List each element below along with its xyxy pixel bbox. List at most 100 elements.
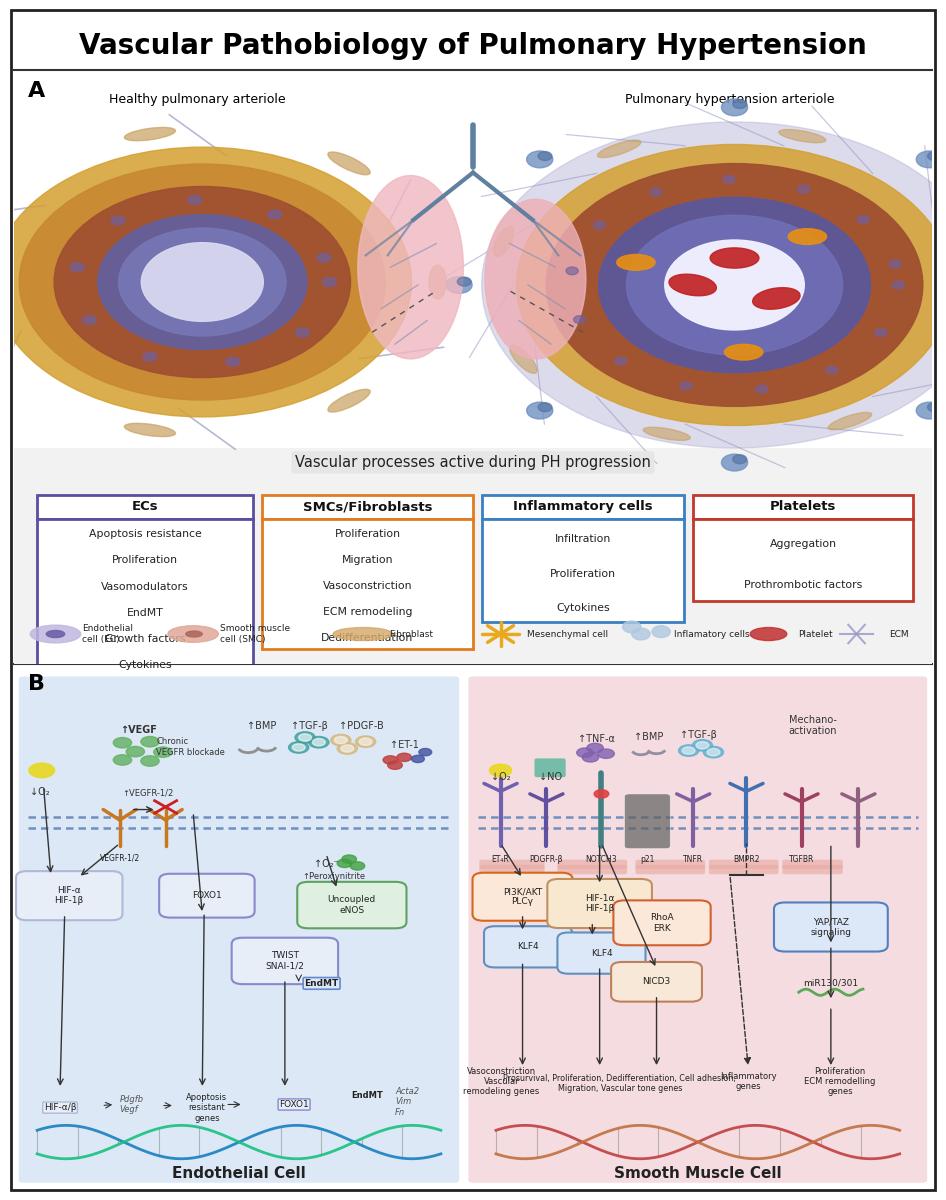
Text: Proliferation: Proliferation — [551, 569, 616, 578]
FancyBboxPatch shape — [693, 494, 914, 518]
Circle shape — [696, 742, 709, 749]
Circle shape — [482, 122, 946, 448]
Circle shape — [446, 276, 472, 294]
Circle shape — [268, 210, 282, 220]
Circle shape — [928, 151, 941, 161]
Text: Pdgfb
Vegf: Pdgfb Vegf — [120, 1094, 144, 1114]
Circle shape — [126, 746, 145, 757]
FancyBboxPatch shape — [480, 859, 545, 869]
Circle shape — [875, 329, 887, 336]
Circle shape — [0, 148, 412, 416]
Circle shape — [114, 755, 131, 766]
Circle shape — [335, 737, 347, 744]
Ellipse shape — [167, 625, 219, 642]
FancyBboxPatch shape — [636, 859, 705, 869]
FancyBboxPatch shape — [611, 962, 702, 1002]
Circle shape — [632, 628, 650, 640]
Text: FOXO1: FOXO1 — [279, 1100, 309, 1109]
Circle shape — [692, 739, 712, 751]
Text: FOXO1: FOXO1 — [192, 892, 221, 900]
Ellipse shape — [779, 130, 826, 143]
Ellipse shape — [753, 288, 800, 310]
Circle shape — [682, 746, 695, 755]
FancyBboxPatch shape — [624, 794, 671, 848]
Ellipse shape — [0, 332, 4, 364]
Circle shape — [722, 454, 747, 472]
Circle shape — [626, 215, 843, 355]
Text: ↑TGF-β: ↑TGF-β — [680, 730, 717, 740]
Circle shape — [546, 163, 922, 407]
Circle shape — [622, 622, 641, 632]
Text: ↑O₂⁻: ↑O₂⁻ — [314, 859, 339, 869]
Circle shape — [457, 277, 471, 286]
Text: Mechano-
activation: Mechano- activation — [788, 715, 837, 737]
Text: Apoptosis resistance: Apoptosis resistance — [89, 529, 201, 539]
FancyBboxPatch shape — [613, 900, 710, 946]
Text: miR130/301: miR130/301 — [803, 979, 858, 988]
Text: ↑PDGF-B: ↑PDGF-B — [339, 721, 383, 731]
Text: ECs: ECs — [131, 500, 158, 514]
Ellipse shape — [725, 344, 762, 360]
Circle shape — [141, 756, 159, 767]
FancyBboxPatch shape — [262, 494, 473, 518]
Circle shape — [928, 403, 941, 412]
Text: Pulmonary hypertension arteriole: Pulmonary hypertension arteriole — [625, 92, 834, 106]
Circle shape — [337, 743, 358, 755]
Circle shape — [598, 749, 614, 758]
Circle shape — [19, 164, 385, 400]
Ellipse shape — [185, 631, 202, 637]
Circle shape — [517, 144, 946, 426]
Circle shape — [797, 185, 810, 193]
Text: Inflammatory cells: Inflammatory cells — [514, 500, 653, 514]
Text: KLF4: KLF4 — [517, 942, 539, 952]
Text: ↓O₂: ↓O₂ — [30, 787, 50, 797]
Text: Vasomodulators: Vasomodulators — [101, 582, 189, 592]
Circle shape — [582, 752, 599, 762]
Text: Endothelial
cell (EC): Endothelial cell (EC) — [82, 624, 133, 643]
Circle shape — [342, 854, 357, 863]
FancyBboxPatch shape — [14, 448, 932, 664]
Text: B: B — [28, 674, 45, 694]
Text: Prothrombotic factors: Prothrombotic factors — [745, 580, 863, 590]
Text: Prosurvival, Proliferation, Dedifferentiation, Cell adhesion,
Migration, Vascula: Prosurvival, Proliferation, Dedifferenti… — [503, 1074, 736, 1093]
FancyBboxPatch shape — [19, 677, 459, 1183]
Text: Smooth muscle
cell (SMC): Smooth muscle cell (SMC) — [219, 624, 289, 643]
Text: EndMT: EndMT — [305, 979, 339, 988]
Circle shape — [917, 402, 942, 419]
FancyBboxPatch shape — [37, 518, 253, 676]
Circle shape — [97, 215, 307, 349]
Circle shape — [308, 737, 329, 748]
FancyBboxPatch shape — [482, 494, 684, 518]
Text: Chronic
VEGFR blockade: Chronic VEGFR blockade — [156, 737, 225, 757]
Text: PI3K/AKT
PLCγ: PI3K/AKT PLCγ — [503, 887, 542, 906]
Circle shape — [917, 151, 942, 168]
FancyBboxPatch shape — [709, 859, 779, 869]
Circle shape — [680, 382, 692, 390]
Circle shape — [70, 263, 84, 271]
Circle shape — [396, 754, 412, 762]
Text: PDGFR-β: PDGFR-β — [530, 856, 563, 864]
Ellipse shape — [750, 628, 787, 641]
Text: TWIST
SNAI-1/2: TWIST SNAI-1/2 — [266, 952, 305, 971]
Circle shape — [826, 366, 838, 374]
Ellipse shape — [932, 197, 946, 224]
Circle shape — [388, 761, 402, 769]
Ellipse shape — [669, 274, 716, 295]
Circle shape — [678, 745, 699, 756]
Text: ↑VEGFR-1/2: ↑VEGFR-1/2 — [122, 788, 174, 798]
Circle shape — [153, 746, 172, 757]
Circle shape — [652, 625, 671, 637]
FancyBboxPatch shape — [16, 871, 122, 920]
Ellipse shape — [30, 625, 80, 643]
Circle shape — [489, 764, 512, 776]
Text: TNFR: TNFR — [683, 856, 703, 864]
Text: EndMT: EndMT — [352, 1092, 383, 1100]
Text: Migration: Migration — [342, 556, 394, 565]
Circle shape — [889, 260, 902, 268]
Text: EndMT: EndMT — [127, 607, 164, 618]
Circle shape — [703, 746, 724, 758]
Text: ↓NO: ↓NO — [539, 772, 563, 782]
Circle shape — [383, 756, 397, 764]
FancyBboxPatch shape — [693, 518, 914, 601]
Text: Mesenchymal cell: Mesenchymal cell — [527, 630, 608, 638]
